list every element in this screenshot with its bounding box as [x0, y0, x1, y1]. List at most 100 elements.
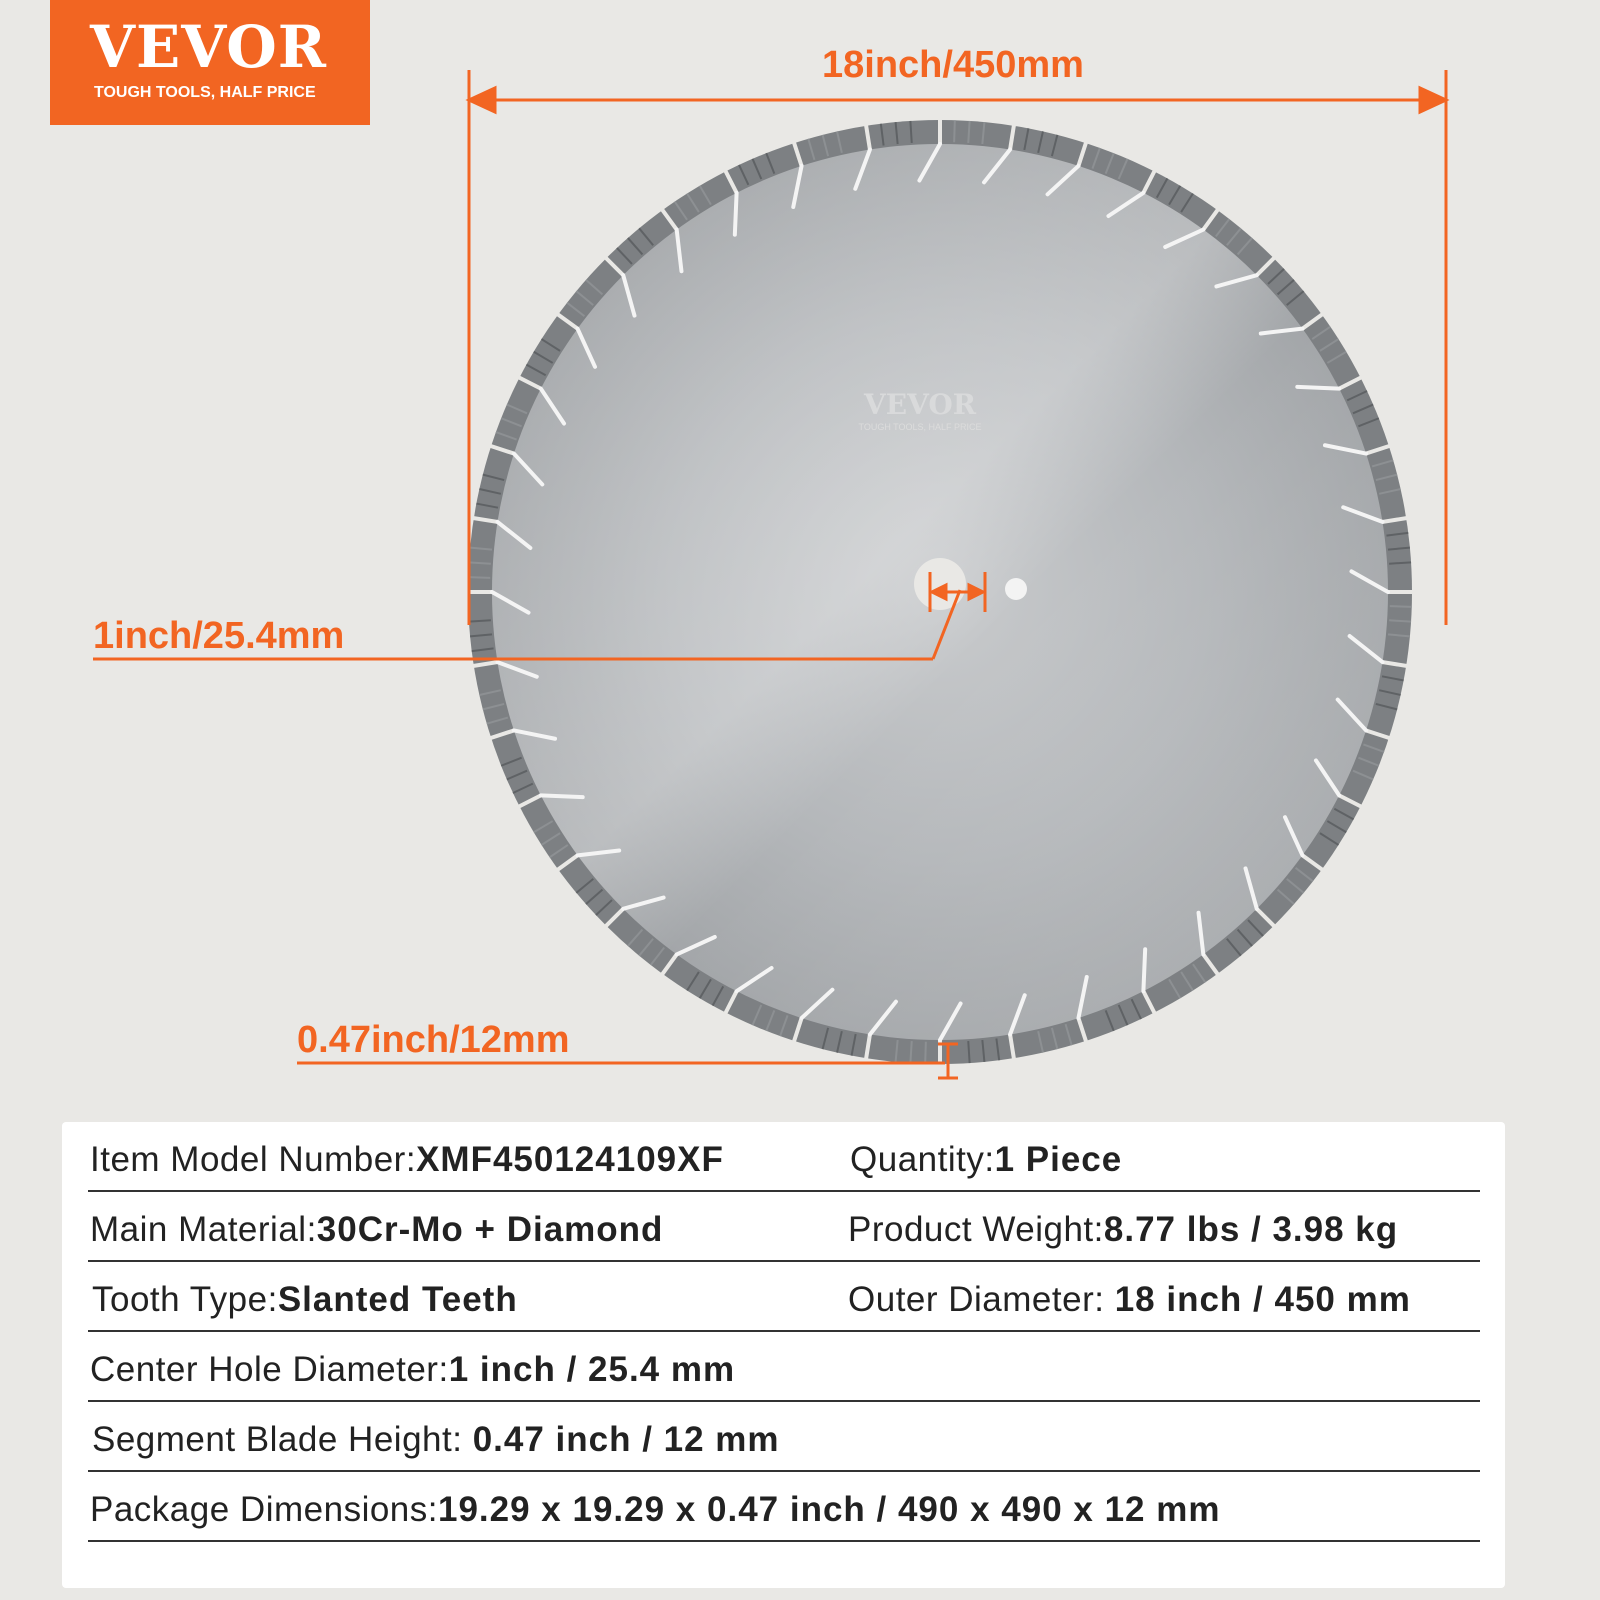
slanted-slot [1322, 443, 1369, 456]
segment-groove [1375, 702, 1398, 711]
segment-groove [500, 756, 522, 767]
segment-groove [836, 1030, 843, 1053]
segment-groove [1267, 268, 1285, 285]
segment-groove [482, 473, 505, 482]
slanted-slot [917, 142, 942, 183]
spec-label: Segment Blade Height: [92, 1420, 463, 1459]
spec-value: 18 inch / 450 mm [1114, 1280, 1411, 1319]
segment-groove [512, 782, 534, 794]
slanted-slot [1313, 758, 1342, 798]
slanted-slot [511, 728, 558, 741]
segment-groove [525, 363, 547, 377]
segment-groove [1276, 888, 1295, 905]
segment-groove [1226, 227, 1242, 246]
segment-groove [1180, 192, 1194, 213]
segment-groove [821, 1027, 830, 1050]
blade-logo: VEVOR [863, 388, 977, 421]
slanted-slot [1106, 190, 1146, 219]
segment-groove [585, 888, 604, 905]
segment-groove [1375, 473, 1398, 482]
segment-height-label: 0.47inch/12mm [297, 1019, 570, 1061]
center-hole-label: 1inch/25.4mm [93, 615, 345, 657]
arrow-left-icon [465, 85, 497, 115]
slanted-slot [791, 163, 804, 210]
segment-groove [738, 164, 750, 186]
dimension-lines [93, 70, 1450, 1080]
vevor-logo: VEVOR TOUGH TOOLS, HALF PRICE [50, 0, 370, 125]
segment-groove [779, 1015, 789, 1037]
slanted-slot [982, 147, 1013, 185]
spec-label: Main Material: [90, 1210, 317, 1249]
segment-groove [1326, 820, 1347, 834]
segment-groove [850, 1033, 857, 1056]
spec-row: Center Hole Diameter:1 inch / 25.4 mm [88, 1332, 1480, 1402]
segment-groove [1326, 350, 1347, 364]
segment-groove [1037, 131, 1044, 154]
slanted-slot [621, 273, 637, 318]
segment-groove [575, 290, 594, 306]
spec-value: 1 inch / 25.4 mm [448, 1350, 736, 1389]
segment-groove [616, 247, 633, 265]
segment-groove [468, 576, 491, 579]
segment-groove [1389, 605, 1412, 608]
segment-groove [1130, 998, 1142, 1020]
slanted-slot [575, 848, 622, 858]
slanted-slot [490, 590, 531, 615]
spec-value: XMF450124109XF [416, 1140, 724, 1179]
segment-groove [751, 158, 763, 180]
segment-groove [476, 502, 499, 509]
segment-groove [627, 928, 644, 947]
center-hole [914, 558, 966, 610]
segment-groove [500, 417, 522, 428]
segment-groove [1294, 867, 1314, 883]
segment-groove [698, 978, 712, 999]
segment-groove [468, 619, 491, 623]
segment-groove [533, 820, 554, 834]
segment-groove [1352, 403, 1374, 415]
slanted-slot [1349, 569, 1390, 594]
slanted-slot [853, 147, 872, 191]
spec-label: Tooth Type: [92, 1280, 278, 1319]
segment-groove [1381, 675, 1404, 682]
segment-groove [470, 546, 493, 551]
segment-groove [1276, 279, 1295, 296]
segment-groove [765, 152, 776, 174]
segment-groove [595, 899, 613, 916]
slanted-slot [621, 895, 666, 911]
segment-groove [1346, 390, 1368, 402]
spec-row: Package Dimensions:19.29 x 19.29 x 0.47 … [88, 1472, 1480, 1542]
segment-groove [1378, 689, 1401, 696]
segment-groove [1215, 218, 1231, 238]
logo-brand: VEVOR [90, 13, 327, 81]
segment-groove [894, 122, 899, 145]
segment-groove [1389, 619, 1412, 623]
segment-groove [673, 201, 688, 221]
spec-value: 1 Piece [994, 1140, 1123, 1179]
spec-label: Item Model Number: [90, 1140, 417, 1179]
segment-groove [540, 832, 561, 846]
logo-tagline: TOUGH TOOLS, HALF PRICE [94, 84, 316, 101]
slanted-slot [538, 386, 567, 426]
segment-groove [1333, 807, 1355, 821]
slanted-slot [867, 999, 898, 1037]
slanted-slot [1008, 993, 1027, 1037]
slanted-slot [674, 227, 684, 274]
segment-groove [482, 702, 505, 711]
spec-row: Tooth Type:Slanted Teeth Outer Diameter:… [88, 1262, 1480, 1332]
segment-groove [470, 633, 493, 638]
hole-leader-diagonal [931, 589, 962, 660]
segment-groove [1236, 237, 1253, 256]
segment-groove [698, 185, 712, 206]
segment-groove [1117, 1004, 1129, 1026]
segment-groove [909, 120, 913, 143]
segment-groove [533, 350, 554, 364]
spec-row: Segment Blade Height: 0.47 inch / 12 mm [88, 1402, 1480, 1472]
segment-groove [468, 561, 491, 565]
segment-groove [1168, 185, 1182, 206]
slanted-slot [1045, 163, 1081, 197]
slanted-slot [1076, 974, 1089, 1021]
spec-label: Package Dimensions: [90, 1490, 438, 1529]
spec-label: Product Weight: [848, 1210, 1104, 1249]
segment-groove [1378, 488, 1401, 495]
slanted-slot [538, 793, 585, 800]
